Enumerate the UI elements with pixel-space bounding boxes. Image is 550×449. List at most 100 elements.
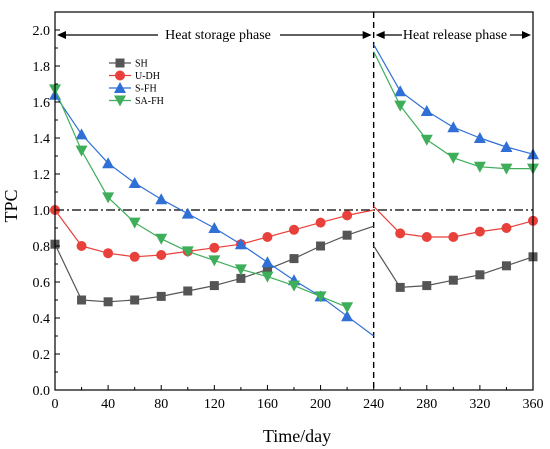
x-axis-title: Time/day (263, 426, 331, 446)
series-u-dh-point-4 (129, 251, 140, 262)
y-tick-label-0.0: 0.0 (33, 384, 51, 399)
series-sh-point-17 (501, 261, 511, 271)
series-u-dh-point-12 (342, 210, 353, 221)
x-tick-label-0: 0 (52, 397, 59, 412)
series-s-fh-point-7 (208, 222, 221, 233)
series-u-dh-point-17 (501, 223, 512, 233)
y-tick-label-0.2: 0.2 (33, 348, 51, 363)
x-tick-label-360: 360 (523, 397, 544, 412)
series-sa-fh-point-8 (234, 264, 247, 276)
series-sa-fh-point-16 (473, 161, 486, 173)
legend-item-s-fh: S-FH (109, 82, 157, 95)
series-sh-point-13 (395, 282, 405, 292)
legend-item-sh: SH (109, 58, 148, 70)
x-tick-label-40: 40 (101, 397, 115, 412)
series-sh-point-8 (236, 273, 246, 283)
series-s-fh-point-16 (473, 132, 486, 143)
series-sh-point-12 (342, 230, 352, 240)
series-u-dh-point-7 (209, 242, 220, 253)
series-s-fh-point-14 (420, 105, 433, 116)
series-u-dh-point-13 (395, 228, 406, 239)
series-s-fh-line-1 (54, 94, 375, 337)
x-tick-label-280: 280 (416, 397, 437, 412)
y-tick-label-1.8: 1.8 (33, 60, 51, 75)
series-sa-fh-point-3 (102, 192, 115, 204)
y-tick-label-0.6: 0.6 (33, 276, 51, 291)
y-tick-label-1.4: 1.4 (33, 132, 51, 147)
series-u-dh-point-3 (103, 248, 114, 259)
phase-arrow-2-right-head (522, 31, 531, 39)
series-sh-point-6 (183, 286, 193, 296)
series-s-fh-point-8 (234, 238, 247, 250)
y-tick-label-2.0: 2.0 (33, 24, 51, 39)
y-tick-label-1.2: 1.2 (33, 168, 51, 183)
x-tick-label-120: 120 (204, 397, 225, 412)
legend-marker-u-dh (115, 70, 125, 81)
series-sh-point-4 (130, 295, 140, 305)
legend-label-sh: SH (135, 59, 148, 70)
series-sh (50, 225, 538, 307)
series-sa-fh-point-13 (394, 100, 407, 112)
series-sh-point-3 (103, 297, 113, 307)
series-s-fh-point-5 (155, 193, 168, 205)
legend-marker-s-fh (114, 82, 126, 93)
series-s-fh-point-2 (75, 128, 88, 140)
y-axis-title: TPC (1, 189, 21, 222)
y-tick-label-0.4: 0.4 (33, 312, 51, 327)
series-s-fh-point-13 (394, 85, 407, 97)
series-sh-point-11 (316, 241, 326, 251)
series-sa-fh-point-9 (261, 271, 274, 283)
legend-marker-sh (115, 58, 125, 68)
series-u-dh-point-16 (474, 226, 485, 237)
legend-label-u-dh: U-DH (135, 71, 160, 82)
series-u-dh-point-5 (156, 250, 167, 260)
series-u-dh-point-11 (315, 217, 326, 228)
reference-lines (55, 12, 533, 390)
x-tick-label-240: 240 (363, 397, 384, 412)
series-sa-fh-point-5 (155, 233, 168, 245)
series-sh-point-10 (289, 254, 299, 264)
series-u-dh (50, 205, 538, 262)
series-sh-point-7 (209, 281, 219, 291)
y-tick-label-1.0: 1.0 (33, 204, 51, 219)
legend-label-sa-fh: SA-FH (135, 96, 164, 107)
series-sa-fh-point-6 (181, 246, 194, 258)
series-sa-fh-point-7 (208, 255, 221, 267)
series-s-fh-point-3 (102, 157, 115, 169)
series-sa-fh-point-14 (420, 134, 433, 146)
series-s-fh-point-9 (261, 256, 274, 268)
series-s-fh-point-15 (447, 121, 460, 133)
x-tick-label-80: 80 (154, 397, 168, 412)
phase-arrow-1-right-head (362, 31, 372, 39)
series-layer (49, 44, 539, 337)
series-u-dh-point-14 (421, 232, 432, 242)
phase-arrow-2 (375, 31, 531, 39)
series-s-fh-point-12 (341, 310, 354, 322)
series-sa-fh (49, 51, 539, 314)
y-tick-label-0.8: 0.8 (33, 240, 51, 255)
series-u-dh-point-15 (448, 232, 459, 242)
series-sh-point-15 (448, 275, 458, 285)
series-u-dh-point-10 (289, 224, 299, 235)
series-s-fh-point-17 (500, 141, 513, 152)
phase-label-storage: Heat storage phase (165, 28, 271, 43)
series-sa-fh-line-1 (54, 89, 348, 308)
series-sa-fh-point-11 (314, 291, 327, 303)
phase-arrow-2-left-head (375, 31, 385, 39)
series-s-fh-point-4 (128, 177, 141, 188)
series-sh-point-14 (422, 281, 432, 291)
series-sa-fh-point-4 (128, 217, 141, 229)
phase-label-release: Heat release phase (403, 28, 507, 43)
series-u-dh-point-9 (262, 232, 273, 242)
series-u-dh-point-2 (76, 241, 87, 251)
y-tick-label-1.6: 1.6 (33, 96, 51, 111)
series-sh-point-16 (475, 270, 485, 280)
series-sa-fh-point-15 (447, 152, 460, 164)
series-sa-fh-point-10 (288, 280, 300, 292)
legend-label-s-fh: S-FH (135, 84, 157, 95)
phase-arrow-1 (57, 31, 372, 39)
legend-item-u-dh: U-DH (109, 70, 160, 82)
axes-layer: 0 40 80 120 160 200 240 280 320 360 0.0 0.2 0.4 0.6 0.… (33, 11, 544, 412)
